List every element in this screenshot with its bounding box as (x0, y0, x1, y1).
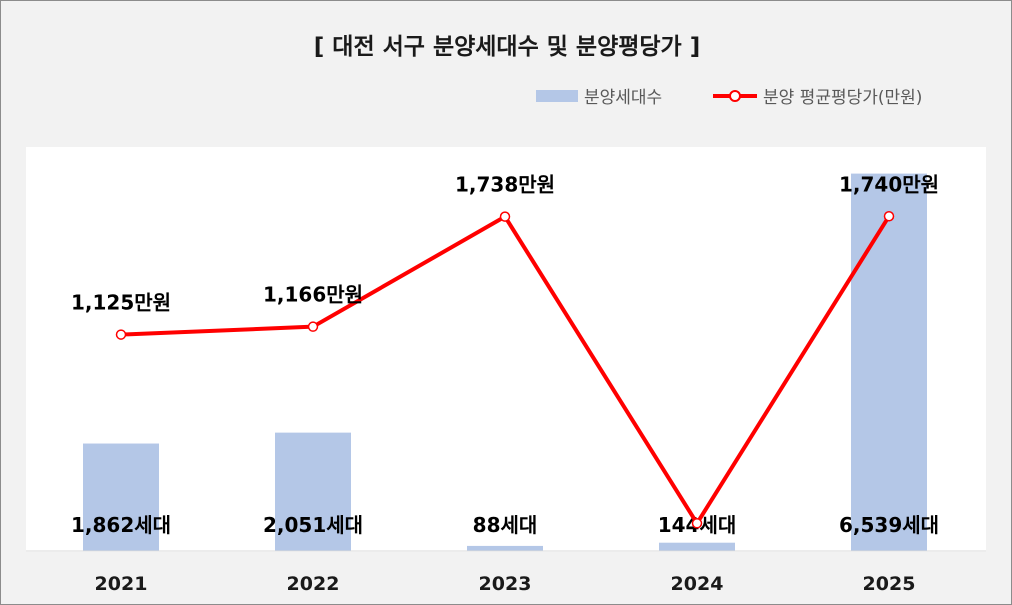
legend-line-label: 분양 평균평당가(만원) (763, 88, 923, 108)
bar-label-2025: 6,539세대 (839, 513, 939, 537)
line-label-2023: 1,738만원 (455, 173, 555, 197)
line-point-2023 (499, 211, 511, 222)
legend-bar-label: 분양세대수 (584, 88, 663, 108)
legend-line-swatch (713, 89, 757, 102)
x-tick-2022: 2022 (287, 573, 340, 595)
x-tick-2025: 2025 (863, 573, 916, 595)
line-series-price (120, 214, 891, 526)
bar-label-2023: 88세대 (473, 513, 538, 537)
bar-2024 (659, 542, 735, 551)
bar-2023 (467, 545, 543, 551)
x-tick-2021: 2021 (95, 573, 148, 595)
line-label-2025: 1,740만원 (839, 172, 939, 196)
line-point-2022 (307, 321, 319, 332)
chart-title: [ 대전 서구 분양세대수 및 분양평당가 ] (313, 34, 701, 60)
legend-item-bar: 분양세대수 (536, 83, 662, 108)
line-label-2022: 1,166만원 (263, 283, 363, 307)
bar-label-2021: 1,862세대 (71, 513, 171, 537)
line-point-2024 (691, 518, 703, 529)
x-tick-2023: 2023 (479, 573, 532, 595)
legend-bar-swatch (536, 89, 578, 102)
line-point-2025 (883, 211, 895, 222)
x-tick-2024: 2024 (671, 573, 724, 595)
line-label-2021: 1,125만원 (71, 291, 171, 315)
legend-item-line: 분양 평균평당가(만원) (713, 83, 922, 108)
line-point-2021 (115, 329, 127, 340)
bar-2021 (83, 443, 159, 551)
bar-2025 (851, 173, 927, 551)
bar-2022 (275, 432, 351, 551)
bar-label-2022: 2,051세대 (263, 513, 363, 537)
